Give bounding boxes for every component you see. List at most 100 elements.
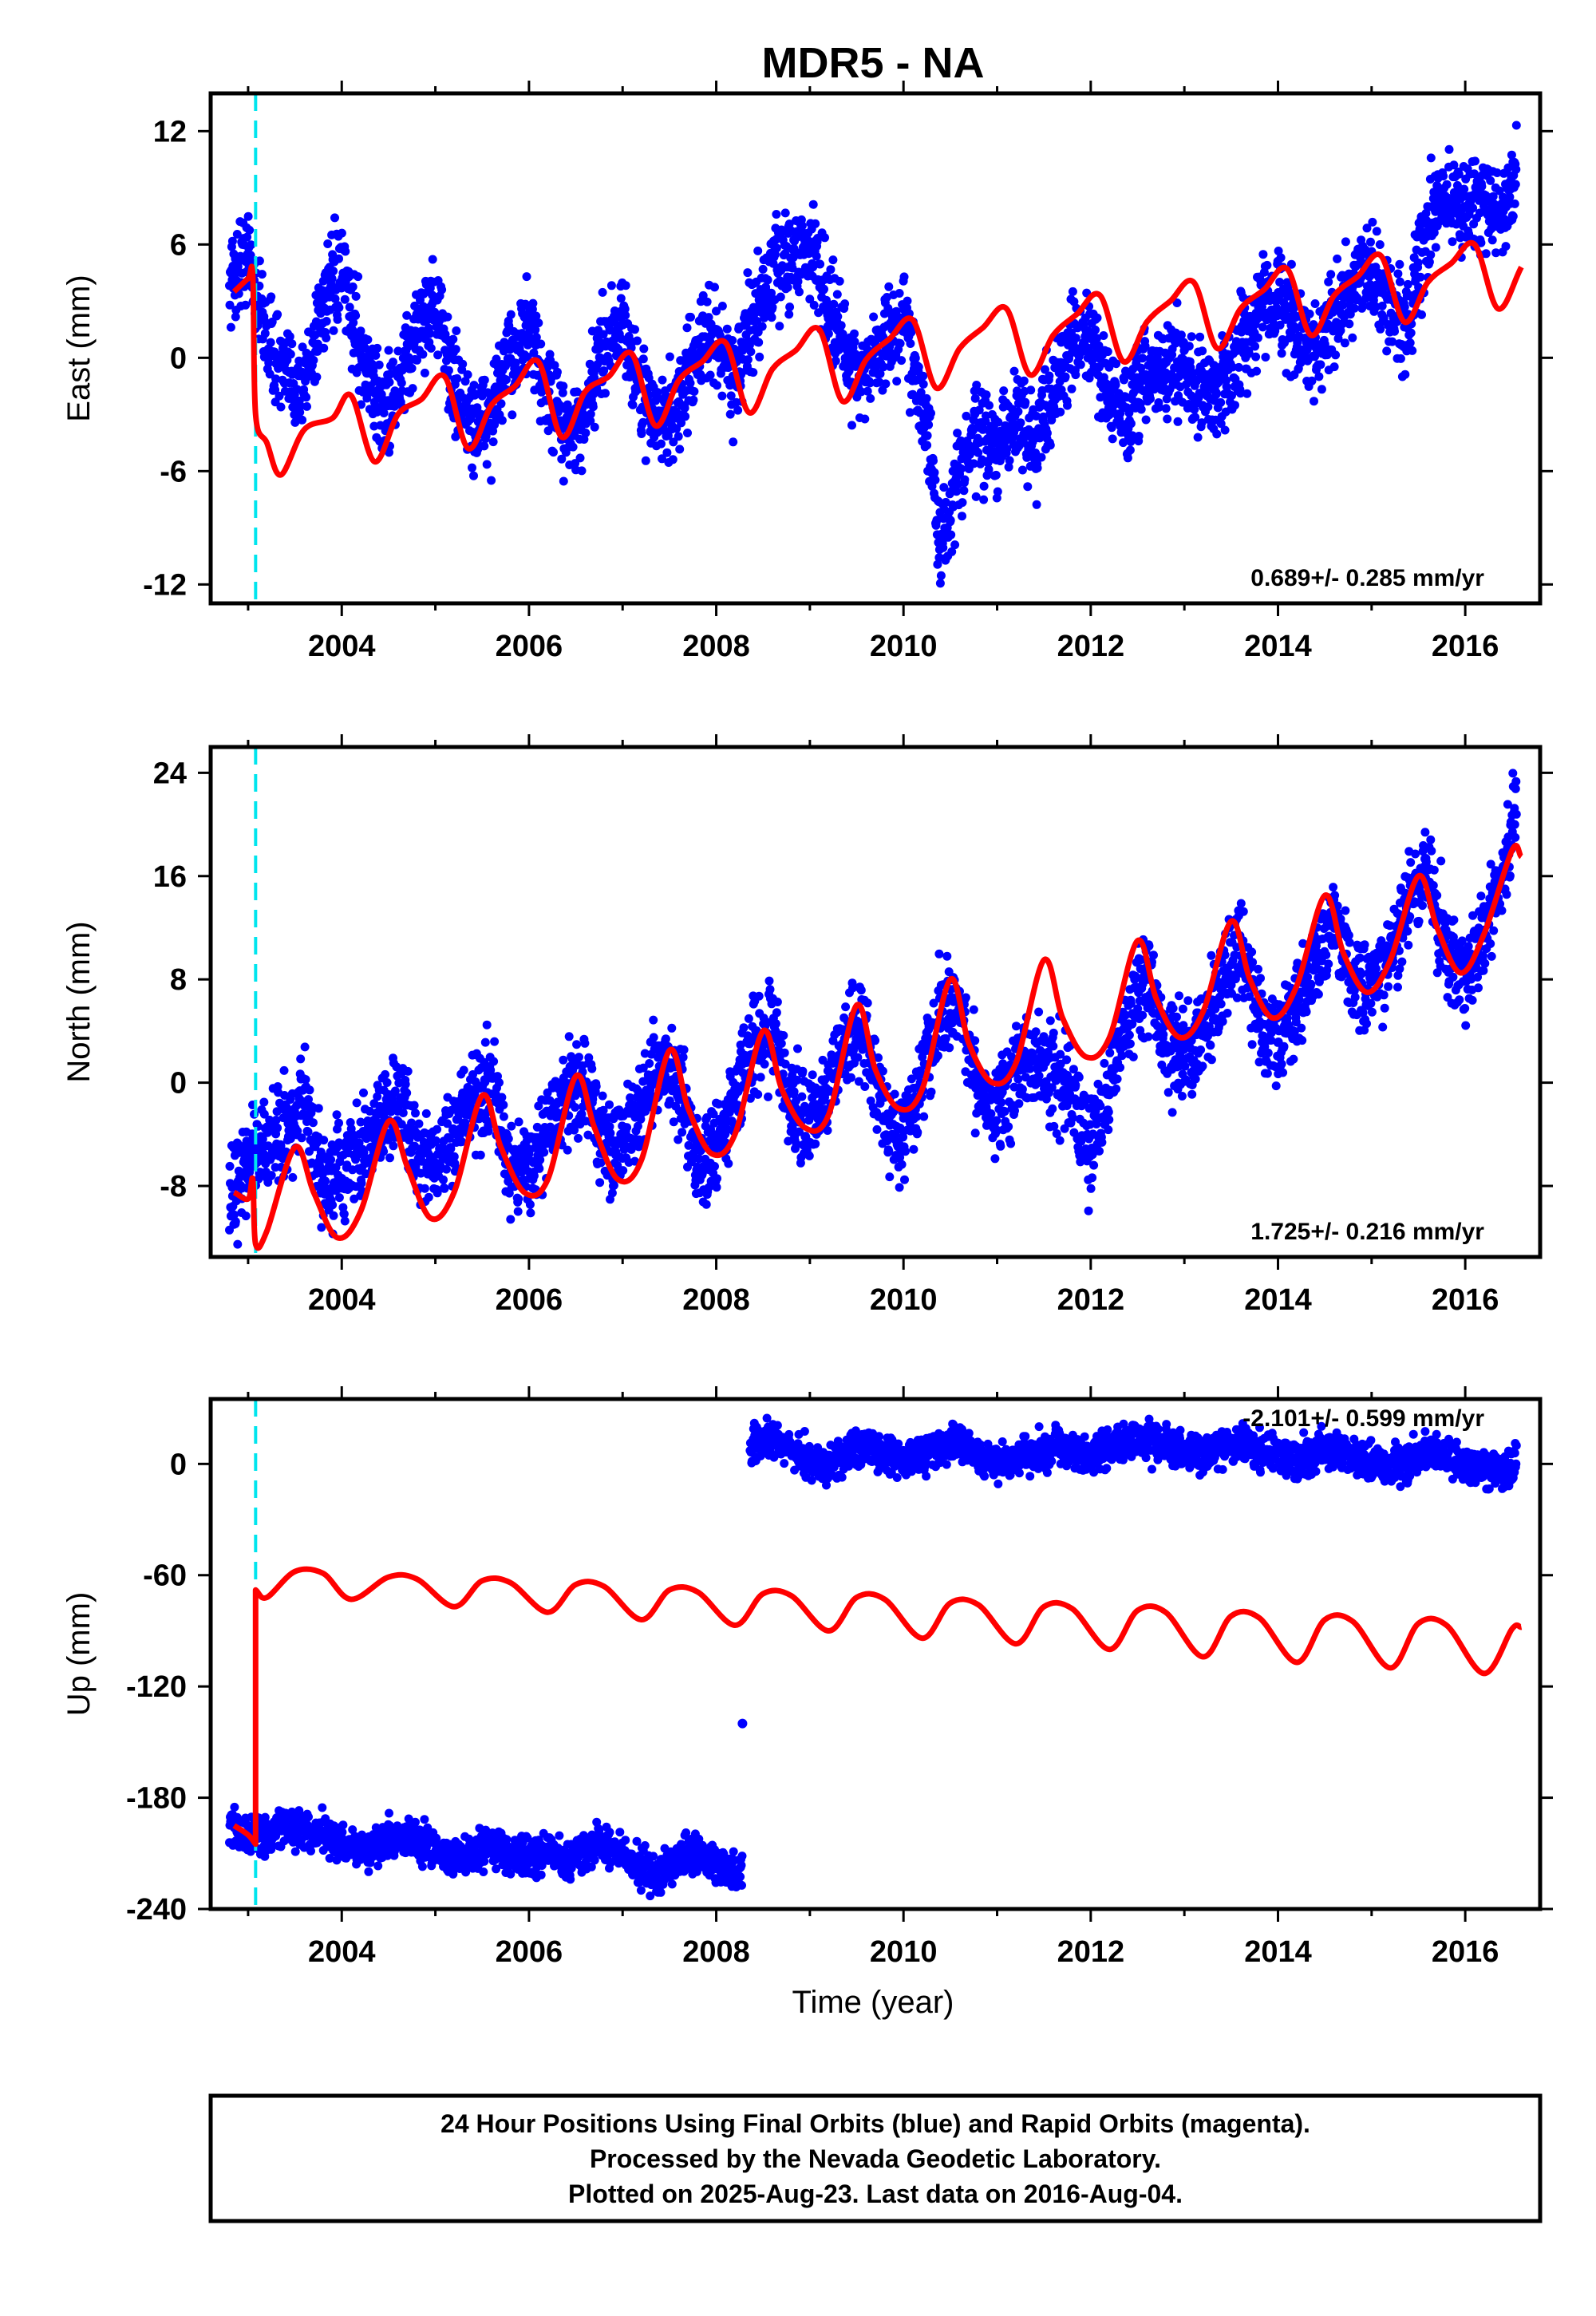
observation-point bbox=[243, 211, 253, 221]
observation-point bbox=[1274, 247, 1283, 255]
observation-point bbox=[637, 429, 646, 438]
observation-point bbox=[784, 219, 794, 229]
observation-point bbox=[610, 306, 619, 315]
observation-point bbox=[661, 391, 670, 401]
observation-point bbox=[531, 333, 541, 342]
observation-point bbox=[1184, 342, 1194, 351]
observation-point bbox=[469, 471, 478, 480]
observation-point bbox=[402, 310, 412, 320]
observation-point bbox=[697, 1168, 707, 1178]
observation-point bbox=[595, 1178, 605, 1188]
observation-point bbox=[271, 374, 281, 384]
observation-point bbox=[780, 1059, 790, 1069]
observation-point bbox=[352, 1098, 361, 1108]
observation-point bbox=[389, 358, 397, 367]
observation-point bbox=[878, 385, 887, 395]
observation-point bbox=[847, 1073, 855, 1082]
observation-point bbox=[1244, 349, 1254, 358]
observation-point bbox=[307, 1158, 317, 1168]
observation-point bbox=[575, 453, 585, 463]
observation-point bbox=[1198, 346, 1207, 356]
observation-point bbox=[1421, 208, 1431, 218]
observation-point bbox=[783, 283, 792, 292]
observation-point bbox=[1390, 326, 1399, 336]
observation-point bbox=[304, 1095, 313, 1105]
observation-point bbox=[863, 386, 872, 396]
observation-point bbox=[508, 410, 517, 420]
observation-point bbox=[1138, 354, 1148, 363]
observation-point bbox=[785, 302, 795, 312]
observation-point bbox=[345, 302, 354, 312]
observation-point bbox=[767, 313, 776, 322]
observation-point bbox=[745, 1093, 755, 1103]
observation-point bbox=[683, 429, 692, 437]
observation-point bbox=[349, 318, 358, 327]
observation-point bbox=[332, 1110, 342, 1120]
observation-point bbox=[385, 377, 394, 387]
observation-point bbox=[1235, 389, 1245, 398]
observation-point bbox=[1395, 277, 1404, 287]
observation-point bbox=[764, 1092, 772, 1101]
observation-point bbox=[480, 441, 489, 451]
observation-point bbox=[795, 287, 804, 297]
observation-point bbox=[798, 1066, 808, 1076]
observation-point bbox=[918, 371, 928, 381]
observation-point bbox=[935, 579, 945, 588]
observation-point bbox=[379, 409, 389, 417]
observation-point bbox=[275, 391, 284, 401]
observation-point bbox=[645, 1059, 654, 1068]
observation-point bbox=[826, 265, 836, 275]
observation-point bbox=[546, 1122, 555, 1132]
observation-point bbox=[1400, 370, 1410, 379]
observation-point bbox=[1026, 385, 1036, 395]
observation-point bbox=[598, 287, 607, 297]
observation-point bbox=[841, 1002, 851, 1012]
observation-point bbox=[1277, 349, 1286, 358]
observation-point bbox=[497, 1093, 507, 1102]
observation-point bbox=[712, 1183, 721, 1192]
observation-point bbox=[907, 327, 916, 337]
observation-point bbox=[850, 329, 859, 338]
observation-point bbox=[428, 255, 437, 264]
observation-point bbox=[1310, 299, 1320, 308]
observation-point bbox=[587, 1064, 597, 1073]
observation-point bbox=[922, 431, 932, 441]
observation-point bbox=[334, 303, 344, 312]
observation-point bbox=[641, 456, 650, 465]
observation-point bbox=[421, 1109, 431, 1118]
observation-point bbox=[999, 386, 1009, 396]
observation-point bbox=[970, 393, 980, 403]
observation-point bbox=[1275, 278, 1285, 287]
observation-point bbox=[543, 362, 552, 372]
observation-point bbox=[674, 1135, 683, 1144]
observation-point bbox=[710, 1162, 719, 1171]
observation-point bbox=[1505, 192, 1515, 202]
observation-point bbox=[384, 1135, 393, 1144]
observation-point bbox=[430, 307, 440, 317]
observation-point bbox=[618, 1166, 628, 1176]
observation-point bbox=[497, 416, 507, 425]
observation-point bbox=[484, 1126, 493, 1136]
observation-point bbox=[779, 1031, 788, 1040]
observation-point bbox=[532, 1122, 542, 1132]
observation-point bbox=[1316, 360, 1325, 370]
observation-point bbox=[348, 325, 358, 334]
observation-point bbox=[334, 1193, 344, 1203]
y-tick-label: -12 bbox=[143, 568, 187, 602]
observation-point bbox=[330, 213, 339, 223]
observation-point bbox=[860, 1082, 870, 1091]
observation-point bbox=[686, 312, 695, 322]
observation-point bbox=[298, 415, 307, 425]
observation-point bbox=[535, 1155, 545, 1164]
observation-point bbox=[960, 475, 970, 484]
observation-point bbox=[586, 416, 595, 425]
observation-point bbox=[1508, 211, 1518, 221]
observation-point bbox=[626, 1093, 635, 1102]
observation-point bbox=[458, 359, 468, 369]
observation-point bbox=[811, 219, 820, 228]
observation-point bbox=[677, 418, 686, 428]
observation-point bbox=[351, 291, 361, 301]
observation-point bbox=[850, 337, 859, 346]
observation-point bbox=[1203, 402, 1213, 412]
